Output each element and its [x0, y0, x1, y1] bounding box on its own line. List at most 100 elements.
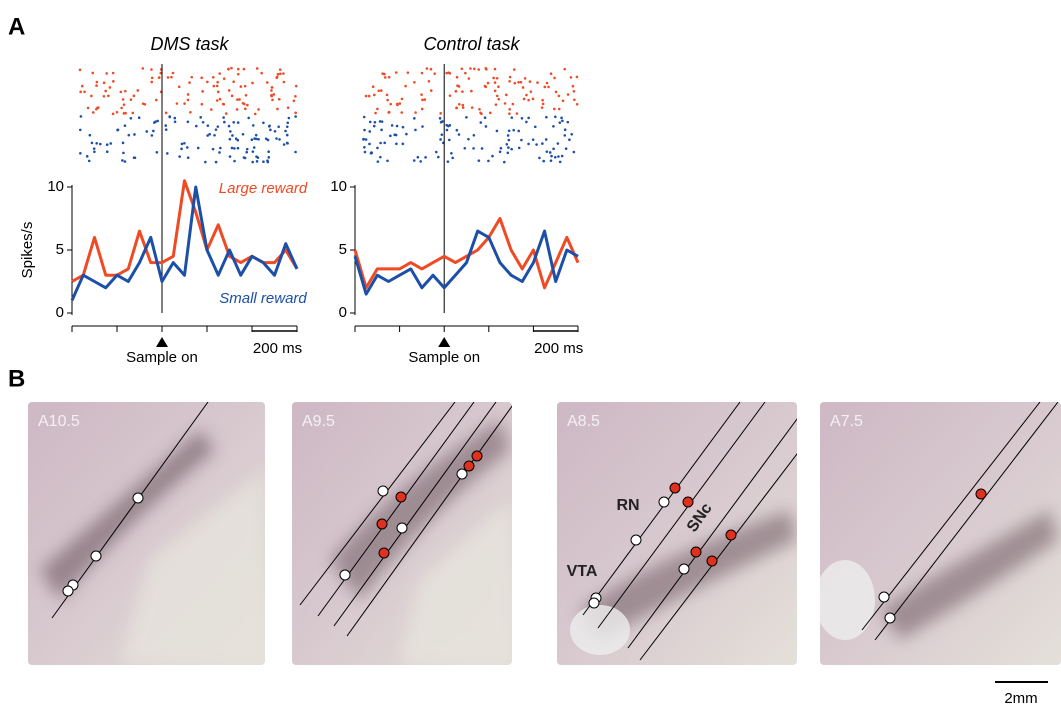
raster-dot — [242, 133, 245, 136]
raster-dot — [477, 68, 480, 71]
raster-dot — [270, 94, 273, 97]
raster-dot — [508, 139, 511, 142]
raster-dot — [244, 108, 247, 111]
raster-dot — [207, 124, 210, 127]
raster-dot — [573, 151, 576, 154]
raster-dot — [542, 160, 545, 163]
raster-dot — [252, 124, 255, 127]
raster-dot — [383, 73, 386, 76]
raster-dot — [469, 67, 472, 70]
raster-dot — [507, 134, 510, 137]
raster-dot — [122, 142, 125, 145]
raster-dot — [231, 147, 234, 150]
raster-dot — [384, 76, 387, 79]
region-label: VTA — [567, 563, 598, 580]
raster-dot — [236, 98, 239, 101]
raster-dot — [426, 67, 429, 70]
raster-dot — [480, 112, 483, 115]
histology-section — [815, 402, 1061, 665]
raster-dot — [517, 81, 520, 84]
raster-dot — [450, 152, 453, 155]
raster-dot — [535, 143, 538, 146]
raster-dot — [181, 143, 184, 146]
raster-dot — [507, 146, 510, 149]
raster-dot — [448, 72, 451, 75]
y-tick-label: 5 — [56, 241, 64, 258]
raster-dot — [420, 93, 423, 96]
raster-dot — [461, 67, 464, 70]
raster-dot — [122, 98, 125, 101]
section-label: A8.5 — [567, 413, 600, 430]
raster-dot — [396, 125, 399, 128]
raster-dot — [287, 106, 290, 109]
raster-dot — [130, 117, 133, 120]
y-tick-label: 0 — [339, 304, 347, 321]
raster-dot — [225, 112, 228, 115]
raster-dot — [267, 161, 270, 164]
raster-dot — [151, 134, 154, 137]
raster-dot — [463, 147, 466, 150]
raster-dot — [156, 151, 159, 154]
raster-dot — [545, 138, 548, 141]
raster-dot — [407, 71, 410, 74]
raster-dot — [83, 91, 86, 94]
raster-dot — [399, 102, 402, 105]
raster-dot — [449, 124, 452, 127]
raster-dot — [236, 108, 239, 111]
raster-dot — [558, 95, 561, 98]
raster-dot — [497, 98, 500, 101]
raster-dot — [541, 99, 544, 102]
raster-dot — [277, 126, 280, 129]
raster-dot — [494, 68, 497, 71]
raster-dot — [103, 95, 106, 98]
raster-dot — [156, 120, 159, 123]
raster-dot — [89, 134, 92, 137]
raster-dot — [267, 150, 270, 153]
raster-dot — [219, 98, 222, 101]
raster-dot — [552, 125, 555, 128]
raster-dot — [245, 151, 248, 154]
raster-dot — [151, 77, 154, 80]
raster-dot — [279, 68, 282, 71]
raster-dot — [473, 67, 476, 70]
raster-dot — [183, 102, 186, 105]
raster-dot — [485, 125, 488, 128]
raster-dot — [197, 147, 200, 150]
raster-dot — [183, 142, 186, 145]
raster-dot — [112, 113, 115, 116]
raster-dot — [218, 72, 221, 75]
raster-dot — [79, 129, 82, 132]
raster-dot — [413, 159, 416, 162]
raster-dot — [567, 93, 570, 96]
raster-dot — [229, 130, 232, 133]
raster-dot — [401, 98, 404, 101]
raster-dot — [521, 117, 524, 120]
raster-dot — [369, 121, 372, 124]
raster-dot — [497, 85, 500, 88]
raster-dot — [455, 107, 458, 110]
raster-dot — [365, 95, 368, 98]
raster-dot — [430, 68, 433, 71]
raster-dot — [374, 121, 377, 124]
raster-dot — [495, 103, 498, 106]
raster-dot — [260, 72, 263, 75]
raster-dot — [251, 161, 254, 164]
raster-dot — [190, 76, 193, 79]
raster-dot — [465, 116, 468, 119]
raster-dot — [254, 113, 257, 116]
raster-dot — [573, 98, 576, 101]
raster-dot — [554, 115, 557, 118]
raster-dot — [79, 91, 82, 94]
raster-dot — [541, 106, 544, 109]
raster-dot — [512, 129, 515, 132]
raster-dot — [229, 155, 232, 158]
raster-dot — [106, 150, 109, 153]
raster-dot — [379, 142, 382, 145]
raster-dot — [79, 152, 82, 155]
raster-dot — [223, 121, 226, 124]
raster-dot — [237, 147, 240, 150]
raster-dot — [496, 130, 499, 133]
raster-dot — [265, 137, 268, 140]
y-tick-label: 5 — [339, 241, 347, 258]
raster-dot — [550, 155, 553, 158]
